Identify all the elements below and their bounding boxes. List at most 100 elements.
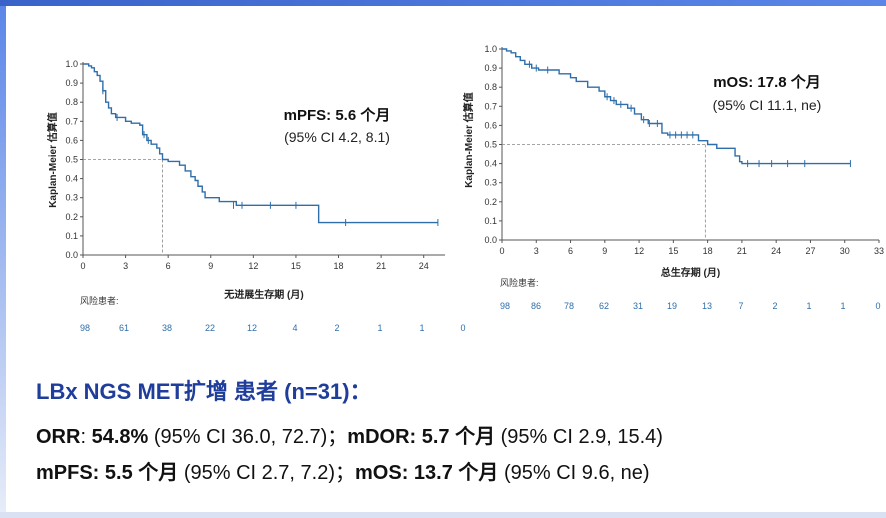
x-tick-label: 24 [419,261,429,271]
risk-count: 62 [599,301,609,311]
median-annotation-ci: (95% CI 11.1, ne) [713,97,822,113]
risk-count: 98 [500,301,510,311]
y-tick-label: 0.2 [65,212,78,222]
orr-value: 54.8% [91,426,149,448]
y-tick-label: 0.7 [65,116,78,126]
x-tick-label: 6 [568,246,573,256]
risk-count: 98 [80,323,90,333]
y-axis-title: Kaplan-Meier 估算值 [46,112,59,208]
x-tick-label: 21 [737,246,747,256]
x-tick-label: 6 [166,261,171,271]
risk-count: 0 [460,323,465,333]
orr-ci: (95% CI 36.0, 72.7)； [148,426,348,448]
km-chart-pfs: 0.00.10.20.30.40.50.60.70.80.91.00 3 6 9 12 1… [46,59,466,333]
top-accent-bar [0,0,886,6]
risk-count: 1 [377,323,382,333]
y-tick-label: 0.1 [484,216,497,226]
bottom-accent-bar [0,512,886,518]
y-tick-label: 0.8 [484,82,497,92]
risk-count: 38 [162,323,172,333]
mdor-value: 5.7 个月 [421,426,496,448]
summary-line-mpfs-mos: mPFS: 5.5 个月 (95% CI 2.7, 7.2)；mOS: 13.7… [36,456,650,485]
risk-count: 61 [119,323,129,333]
x-tick-label: 15 [668,246,678,256]
risk-count: 12 [247,323,257,333]
risk-count: 31 [633,301,643,311]
median-annotation-title: mOS: 17.8 个月 [713,73,821,91]
mpfs-ci: (95% CI 2.7, 7.2)； [178,462,356,484]
risk-table-label: 风险患者: [80,295,119,306]
risk-count: 78 [564,301,574,311]
x-tick-label: 30 [840,246,850,256]
median-annotation-ci: (95% CI 4.2, 8.1) [284,129,390,145]
x-tick-label: 15 [291,261,301,271]
mdor-label: mDOR: [347,426,422,448]
y-axis-title: Kaplan-Meier 估算值 [462,92,475,188]
risk-count: 0 [875,301,880,311]
orr-label: ORR [36,426,81,448]
risk-count: 22 [205,323,215,333]
mos-value: 13.7 个月 [413,462,499,484]
y-tick-label: 0.6 [65,135,78,145]
x-tick-label: 3 [123,261,128,271]
risk-count: 2 [334,323,339,333]
y-tick-label: 0.9 [484,63,497,73]
km-curve [502,48,851,165]
x-tick-label: 0 [80,261,85,271]
risk-count: 1 [419,323,424,333]
risk-count: 1 [806,301,811,311]
y-tick-label: 1.0 [65,59,78,69]
x-tick-label: 33 [874,246,884,256]
x-axis-title: 无进展生存期 (月) [223,288,303,301]
x-tick-label: 9 [208,261,213,271]
x-tick-label: 21 [376,261,386,271]
x-tick-label: 12 [634,246,644,256]
risk-count: 1 [840,301,845,311]
risk-count: 19 [667,301,677,311]
summary-line-orr-mdor: ORR: 54.8% (95% CI 36.0, 72.7)；mDOR: 5.7… [36,420,663,449]
y-tick-label: 0.5 [484,140,497,150]
summary-title: LBx NGS MET扩增 患者 (n=31)： [36,379,372,404]
km-curve [83,63,438,224]
risk-count: 86 [531,301,541,311]
x-axis-title: 总生存期 (月) [661,266,720,279]
km-chart-os: 0.00.10.20.30.40.50.60.70.80.91.00 3 6 9 12 1… [462,44,884,311]
y-tick-label: 0.4 [65,174,78,184]
risk-count: 13 [702,301,712,311]
y-tick-label: 1.0 [484,44,497,54]
risk-count: 7 [738,301,743,311]
y-tick-label: 0.5 [65,155,78,165]
risk-count: 4 [292,323,297,333]
risk-count: 2 [772,301,777,311]
orr-separator: : [80,426,92,448]
y-tick-label: 0.0 [484,235,497,245]
y-tick-label: 0.9 [65,78,78,88]
left-accent-edge [0,6,6,512]
x-tick-label: 0 [499,246,504,256]
median-annotation-title: mPFS: 5.6 个月 [284,106,391,124]
y-tick-label: 0.6 [484,120,497,130]
y-tick-label: 0.3 [484,178,497,188]
mpfs-label: mPFS: [36,462,105,484]
y-tick-label: 0.0 [65,250,78,260]
x-tick-label: 9 [602,246,607,256]
mos-ci: (95% CI 9.6, ne) [498,462,650,484]
x-tick-label: 24 [771,246,781,256]
x-tick-label: 12 [248,261,258,271]
x-tick-label: 18 [703,246,713,256]
mpfs-value: 5.5 个月 [104,462,179,484]
x-tick-label: 27 [805,246,815,256]
mdor-ci: (95% CI 2.9, 15.4) [495,426,663,448]
y-tick-label: 0.3 [65,193,78,203]
y-tick-label: 0.1 [65,231,78,241]
y-tick-label: 0.4 [484,159,497,169]
chart-area: 0.00.10.20.30.40.50.60.70.80.91.00 3 6 9 12 1… [46,44,884,333]
y-tick-label: 0.7 [484,101,497,111]
risk-table-label: 风险患者: [500,277,539,288]
x-tick-label: 18 [334,261,344,271]
x-tick-label: 3 [534,246,539,256]
y-tick-label: 0.8 [65,97,78,107]
y-tick-label: 0.2 [484,197,497,207]
mos-label: mOS: [355,462,414,484]
